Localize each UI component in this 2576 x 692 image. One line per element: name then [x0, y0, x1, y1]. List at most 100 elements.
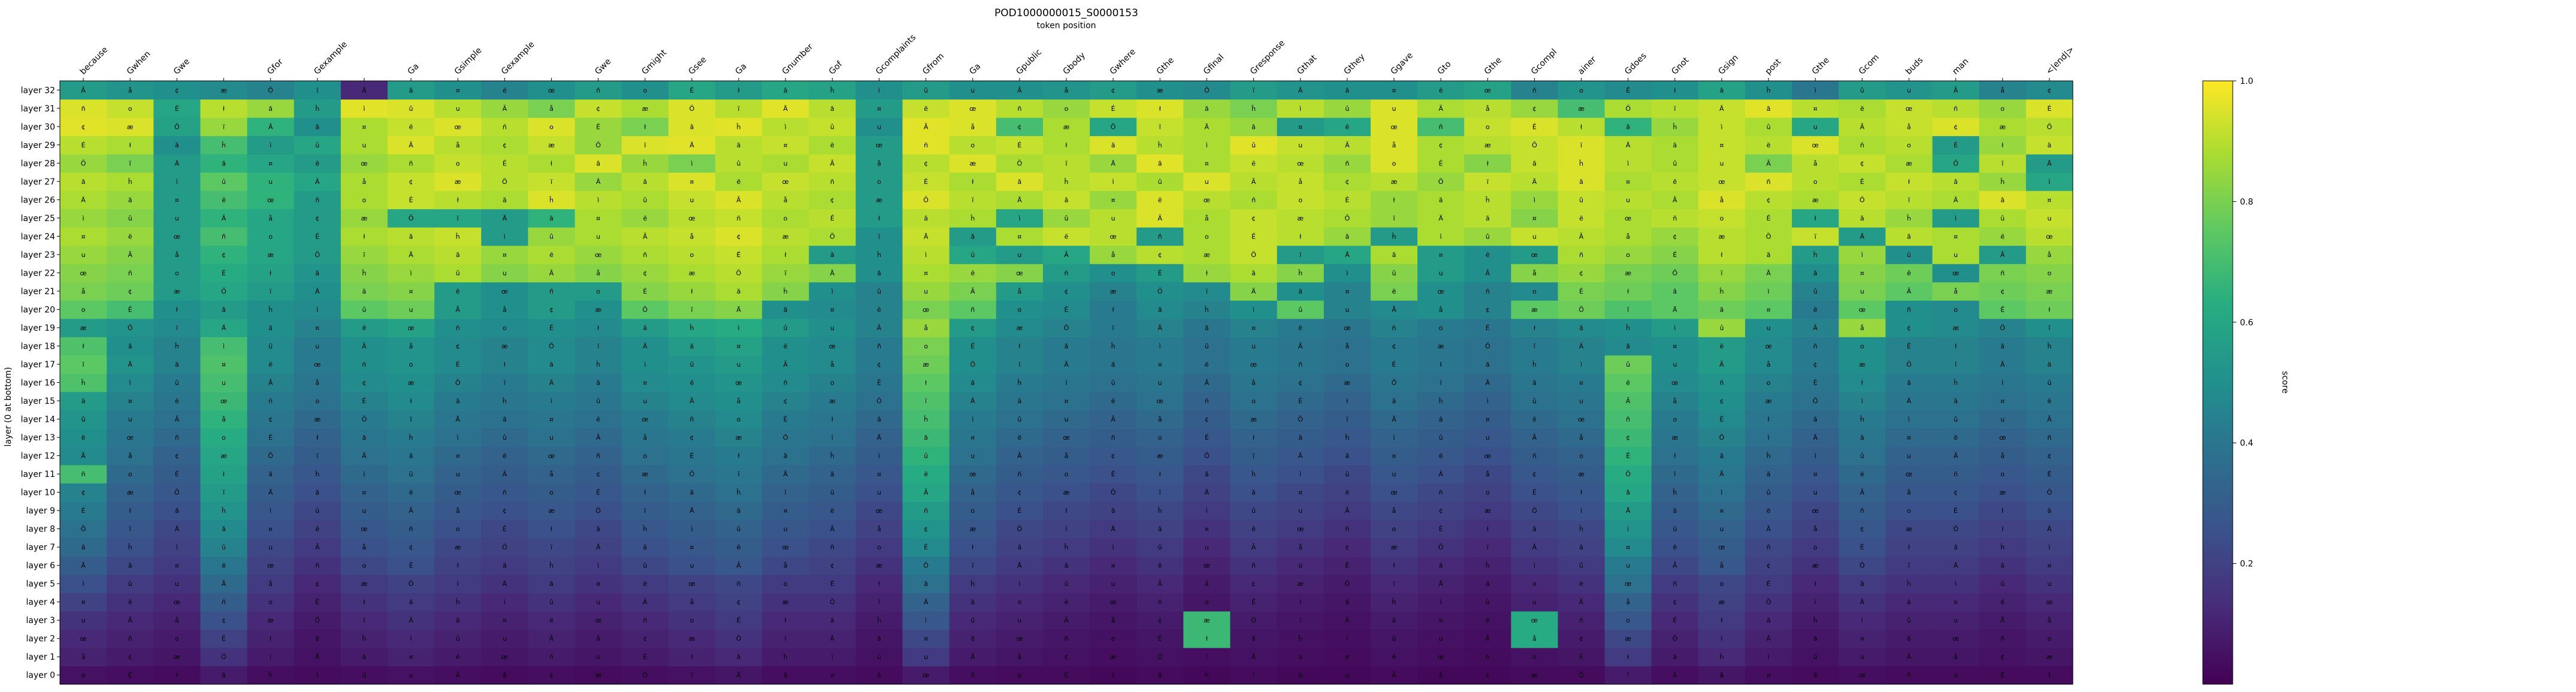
heatmap-cell: [1792, 355, 1839, 374]
heatmap-cell-label: Ä: [1532, 543, 1537, 551]
heatmap-cell-label: o: [1439, 324, 1443, 332]
heatmap-cell-label: å: [1017, 653, 1021, 661]
heatmap-cell-label: œ: [1344, 324, 1350, 332]
heatmap-cell-label: ã: [1486, 580, 1490, 588]
heatmap-cell: [1979, 227, 2027, 246]
heatmap-cell-label: ¤: [1298, 123, 1302, 131]
heatmap-cell: [1511, 391, 1559, 410]
heatmap-cell: [294, 99, 341, 118]
heatmap-cell-label: o: [503, 324, 507, 332]
heatmap-cell-label: ì: [1954, 580, 1957, 588]
heatmap-cell-label: ¢: [1673, 599, 1677, 606]
heatmap-cell-label: ñ: [1767, 178, 1771, 186]
heatmap-cell-label: ã: [1532, 525, 1537, 533]
heatmap-cell: [107, 172, 154, 191]
heatmap-cell-label: ë: [1205, 361, 1209, 368]
heatmap-cell-label: o: [643, 86, 647, 94]
heatmap-cell: [528, 574, 576, 594]
heatmap-cell: [1558, 81, 1606, 100]
heatmap-cell-label: æ: [782, 599, 789, 606]
heatmap-cell-label: ì: [1767, 653, 1770, 661]
heatmap-cell: [1511, 154, 1559, 173]
heatmap-cell: [200, 446, 248, 466]
heatmap-cell-label: o: [877, 178, 881, 186]
heatmap-cell: [60, 337, 107, 356]
heatmap-cell-label: ï: [971, 196, 974, 204]
heatmap-cell-label: ë: [1158, 562, 1162, 570]
heatmap-cell: [60, 300, 107, 319]
y-tick-label: layer 26: [21, 195, 55, 205]
y-tick-label: layer 4: [26, 598, 56, 608]
heatmap-cell: [1370, 318, 1418, 337]
heatmap-cell-label: o: [1720, 214, 1724, 222]
heatmap-cell: [1277, 574, 1325, 594]
heatmap-cell: [1558, 264, 1606, 283]
heatmap-cell-label: ë: [643, 580, 647, 588]
heatmap-cell-label: æ: [1906, 159, 1912, 167]
heatmap-cell-label: ã: [1251, 123, 1256, 131]
heatmap-cell: [340, 501, 388, 520]
heatmap-cell-label: œ: [407, 324, 414, 332]
heatmap-cell-label: ï: [550, 178, 553, 186]
heatmap-cell-label: ĥ: [736, 123, 741, 131]
heatmap-cell: [855, 337, 903, 356]
heatmap-cell: [1136, 647, 1184, 667]
heatmap-cell: [762, 282, 809, 301]
heatmap-cell-label: å: [1626, 599, 1630, 606]
heatmap-cell: [1885, 483, 1933, 502]
heatmap-cell-label: ã: [924, 434, 928, 442]
heatmap-cell-label: ì: [269, 507, 271, 515]
heatmap-cell-label: æ: [1531, 306, 1538, 313]
heatmap-cell-label: ì: [831, 653, 833, 661]
heatmap-cell: [1511, 483, 1559, 502]
heatmap-cell: [621, 318, 669, 337]
heatmap-cell: [575, 611, 622, 630]
heatmap-cell-label: ï: [1907, 196, 1910, 204]
heatmap-cell: [1932, 300, 1980, 319]
heatmap-cell: [1136, 264, 1184, 283]
heatmap-cell: [1323, 154, 1371, 173]
heatmap-cell-label: ã: [222, 159, 226, 167]
heatmap-cell: [1885, 264, 1933, 283]
heatmap-cell: [1792, 446, 1839, 466]
heatmap-cell: [715, 446, 763, 466]
heatmap-cell-label: û: [924, 452, 928, 460]
heatmap-cell-label: ë: [1486, 251, 1490, 259]
heatmap-cell: [668, 135, 716, 155]
heatmap-cell-label: Ä: [596, 543, 601, 551]
heatmap-cell-label: ë: [643, 214, 647, 222]
heatmap-cell: [1183, 337, 1231, 356]
heatmap-cell-label: ã: [2048, 507, 2052, 515]
heatmap-cell: [247, 81, 295, 100]
heatmap-cell: [1464, 501, 1511, 520]
heatmap-cell: [434, 501, 482, 520]
heatmap-cell: [949, 464, 997, 484]
heatmap-cell: [1604, 593, 1652, 612]
heatmap-cell: [1698, 593, 1746, 612]
heatmap-cell: [387, 574, 435, 594]
heatmap-cell-label: É: [1065, 672, 1069, 679]
heatmap-cell-label: ĥ: [315, 470, 319, 478]
heatmap-cell: [528, 483, 576, 502]
heatmap-cell-label: ì: [1580, 361, 1582, 368]
heatmap-cell-label: œ: [1204, 196, 1210, 204]
heatmap-cell-label: ¢: [924, 525, 928, 533]
heatmap-cell: [60, 519, 107, 539]
heatmap-cell-label: ï: [1861, 397, 1864, 405]
heatmap-cell: [153, 501, 201, 520]
heatmap-cell-label: Ä: [1907, 397, 1912, 405]
heatmap-cell-label: ã: [1065, 196, 1069, 204]
heatmap-cell: [996, 464, 1044, 484]
heatmap-cell-label: ì: [737, 324, 739, 332]
heatmap-cell-label: æ: [1297, 214, 1304, 222]
heatmap-cell: [1558, 629, 1606, 648]
heatmap-cell: [902, 464, 950, 484]
heatmap-cell-label: Ã: [1345, 141, 1350, 149]
heatmap-cell-label: Ä: [1719, 105, 1724, 113]
heatmap-cell: [340, 428, 388, 447]
heatmap-cell: [434, 81, 482, 100]
heatmap-cell-label: ñ: [362, 361, 366, 368]
heatmap-cell-label: ł: [223, 105, 225, 113]
heatmap-cell: [762, 208, 809, 228]
heatmap-cell-label: Ã: [362, 342, 367, 350]
